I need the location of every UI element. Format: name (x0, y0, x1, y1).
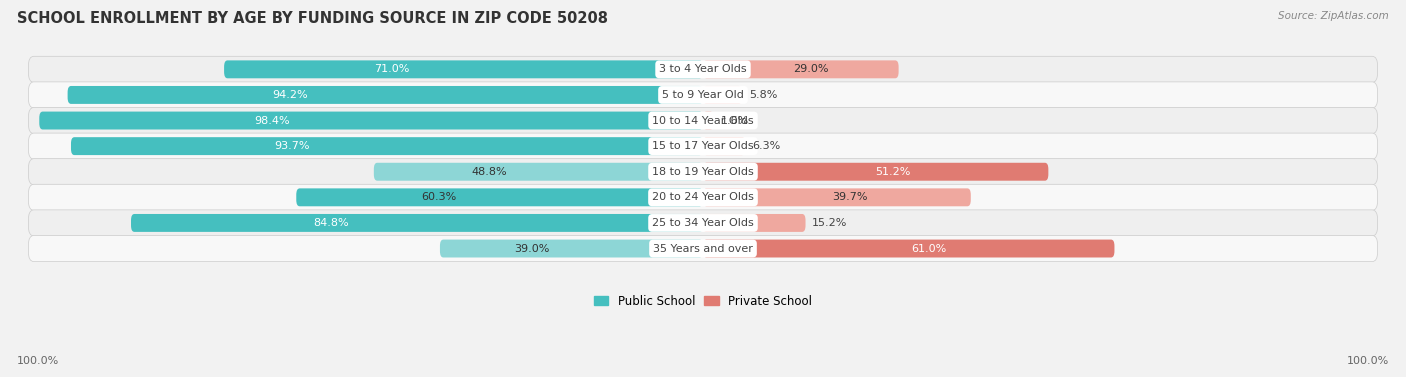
Text: 51.2%: 51.2% (876, 167, 911, 177)
FancyBboxPatch shape (28, 184, 1378, 210)
Text: SCHOOL ENROLLMENT BY AGE BY FUNDING SOURCE IN ZIP CODE 50208: SCHOOL ENROLLMENT BY AGE BY FUNDING SOUR… (17, 11, 607, 26)
Text: 29.0%: 29.0% (793, 64, 828, 74)
Text: 39.0%: 39.0% (515, 244, 550, 253)
Text: 15.2%: 15.2% (813, 218, 848, 228)
Text: 18 to 19 Year Olds: 18 to 19 Year Olds (652, 167, 754, 177)
FancyBboxPatch shape (297, 188, 703, 206)
FancyBboxPatch shape (28, 56, 1378, 83)
FancyBboxPatch shape (131, 214, 703, 232)
Text: 5 to 9 Year Old: 5 to 9 Year Old (662, 90, 744, 100)
Text: 5.8%: 5.8% (749, 90, 778, 100)
FancyBboxPatch shape (28, 210, 1378, 236)
Text: 6.3%: 6.3% (752, 141, 780, 151)
Text: 10 to 14 Year Olds: 10 to 14 Year Olds (652, 115, 754, 126)
FancyBboxPatch shape (703, 188, 970, 206)
Text: 35 Years and over: 35 Years and over (652, 244, 754, 253)
FancyBboxPatch shape (374, 163, 703, 181)
Text: Source: ZipAtlas.com: Source: ZipAtlas.com (1278, 11, 1389, 21)
Text: 25 to 34 Year Olds: 25 to 34 Year Olds (652, 218, 754, 228)
Legend: Public School, Private School: Public School, Private School (589, 290, 817, 313)
Text: 71.0%: 71.0% (374, 64, 409, 74)
FancyBboxPatch shape (28, 133, 1378, 159)
FancyBboxPatch shape (67, 86, 703, 104)
FancyBboxPatch shape (39, 112, 703, 129)
FancyBboxPatch shape (703, 163, 1049, 181)
FancyBboxPatch shape (28, 159, 1378, 185)
Text: 94.2%: 94.2% (273, 90, 308, 100)
Text: 1.6%: 1.6% (720, 115, 749, 126)
Text: 3 to 4 Year Olds: 3 to 4 Year Olds (659, 64, 747, 74)
Text: 48.8%: 48.8% (471, 167, 506, 177)
Text: 20 to 24 Year Olds: 20 to 24 Year Olds (652, 192, 754, 202)
FancyBboxPatch shape (28, 236, 1378, 262)
FancyBboxPatch shape (70, 137, 703, 155)
Text: 84.8%: 84.8% (314, 218, 349, 228)
Text: 39.7%: 39.7% (832, 192, 868, 202)
FancyBboxPatch shape (703, 239, 1115, 257)
FancyBboxPatch shape (440, 239, 703, 257)
FancyBboxPatch shape (703, 86, 742, 104)
Text: 100.0%: 100.0% (17, 356, 59, 366)
Text: 98.4%: 98.4% (253, 115, 290, 126)
Text: 93.7%: 93.7% (274, 141, 309, 151)
FancyBboxPatch shape (703, 112, 714, 129)
Text: 100.0%: 100.0% (1347, 356, 1389, 366)
Text: 60.3%: 60.3% (420, 192, 457, 202)
FancyBboxPatch shape (703, 137, 745, 155)
FancyBboxPatch shape (28, 82, 1378, 108)
Text: 15 to 17 Year Olds: 15 to 17 Year Olds (652, 141, 754, 151)
FancyBboxPatch shape (224, 60, 703, 78)
FancyBboxPatch shape (703, 60, 898, 78)
FancyBboxPatch shape (703, 214, 806, 232)
Text: 61.0%: 61.0% (911, 244, 946, 253)
FancyBboxPatch shape (28, 107, 1378, 133)
